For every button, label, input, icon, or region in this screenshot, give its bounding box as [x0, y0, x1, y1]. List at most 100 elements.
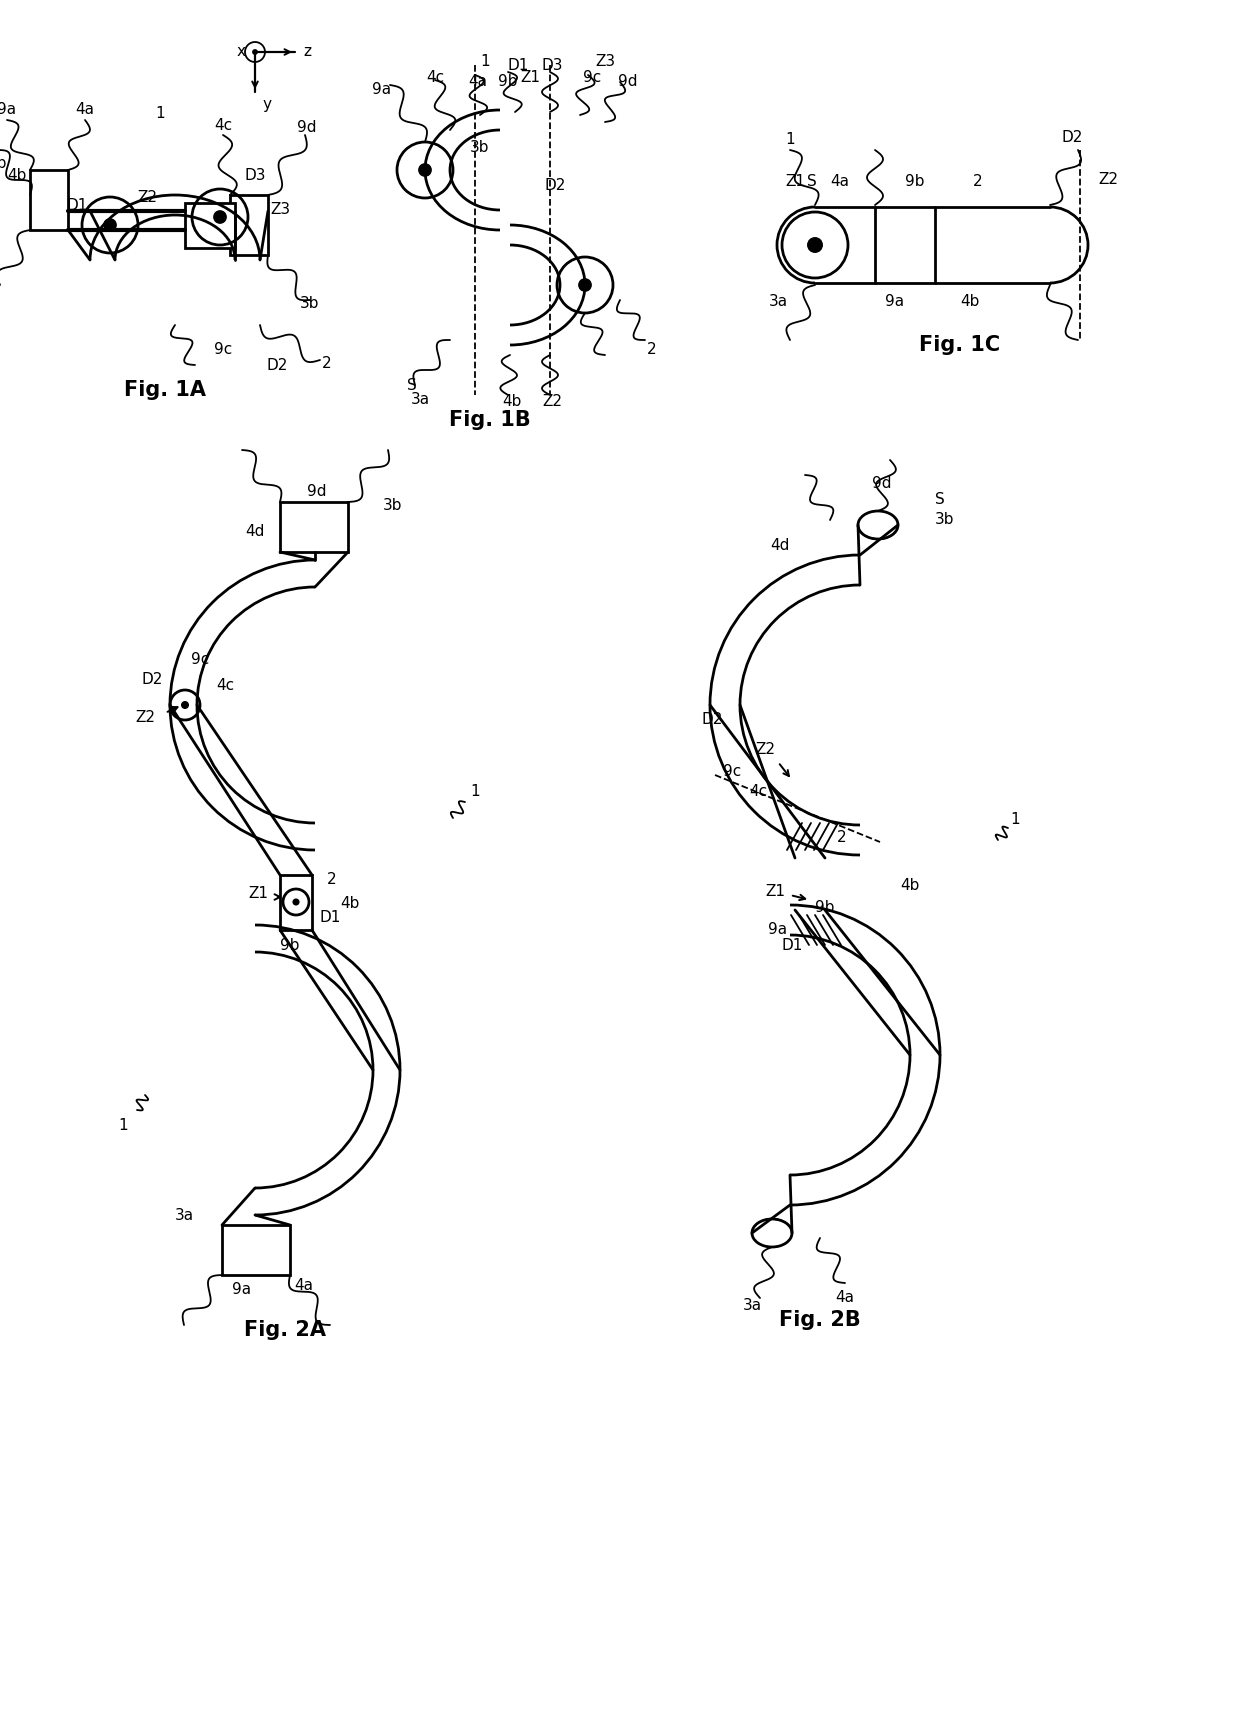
Text: 4a: 4a: [76, 102, 94, 118]
Text: 9b: 9b: [498, 74, 518, 90]
Text: 1: 1: [1011, 812, 1019, 828]
Text: D1: D1: [66, 197, 88, 213]
Text: Fig. 2B: Fig. 2B: [779, 1310, 861, 1331]
Text: 4b: 4b: [502, 394, 522, 410]
Text: 9c: 9c: [723, 764, 742, 779]
Text: Z1: Z1: [765, 885, 785, 900]
Bar: [280, 503, 348, 551]
Text: 4b: 4b: [340, 895, 360, 911]
Text: 3b: 3b: [470, 140, 490, 156]
Text: 9d: 9d: [298, 119, 316, 135]
Text: D2: D2: [544, 178, 565, 192]
Text: D2: D2: [267, 358, 288, 373]
Text: Fig. 1B: Fig. 1B: [449, 410, 531, 430]
Circle shape: [579, 278, 591, 290]
Text: D2: D2: [702, 712, 723, 727]
Text: 9a: 9a: [372, 83, 392, 97]
Text: 9a: 9a: [769, 923, 787, 938]
Text: Fig. 1A: Fig. 1A: [124, 380, 206, 399]
Text: 4a: 4a: [469, 74, 487, 90]
Circle shape: [807, 238, 822, 252]
Text: 9a: 9a: [885, 294, 904, 309]
Text: 4a: 4a: [836, 1291, 854, 1305]
Text: Z2: Z2: [135, 710, 155, 724]
Text: 9b: 9b: [905, 175, 925, 190]
Text: 9d: 9d: [872, 475, 892, 491]
Text: 9a: 9a: [0, 102, 16, 118]
Text: 9b: 9b: [0, 156, 6, 171]
Circle shape: [182, 702, 188, 708]
Circle shape: [213, 211, 226, 223]
Text: 9c: 9c: [583, 71, 601, 85]
Bar: [229, 195, 268, 256]
Text: S: S: [407, 377, 417, 392]
Text: 4c: 4c: [215, 118, 232, 133]
Text: 9a: 9a: [232, 1282, 252, 1298]
Text: z: z: [303, 45, 311, 59]
Text: S: S: [807, 175, 817, 190]
Text: Z1: Z1: [248, 885, 268, 900]
Text: 1: 1: [785, 133, 795, 147]
Bar: [222, 1225, 290, 1275]
Text: 3a: 3a: [175, 1208, 193, 1222]
Text: y: y: [263, 97, 272, 112]
Text: Z3: Z3: [595, 55, 615, 69]
Text: 2: 2: [973, 175, 983, 190]
Text: D2: D2: [1061, 131, 1083, 145]
Text: Z1: Z1: [785, 175, 805, 190]
Circle shape: [293, 899, 299, 905]
Text: 1: 1: [480, 55, 490, 69]
Text: 2: 2: [322, 356, 332, 370]
Text: 9b: 9b: [815, 900, 835, 916]
Text: 4c: 4c: [425, 71, 444, 85]
Text: D1: D1: [781, 938, 802, 952]
Text: 9d: 9d: [308, 484, 327, 499]
Text: Z1: Z1: [520, 71, 539, 85]
Text: 4a: 4a: [295, 1277, 314, 1293]
Text: Z3: Z3: [270, 202, 290, 218]
Text: x: x: [237, 45, 246, 59]
Bar: [30, 169, 68, 230]
Text: 1: 1: [118, 1118, 128, 1132]
Bar: [280, 874, 312, 930]
Text: 3a: 3a: [769, 294, 787, 309]
Text: 4c: 4c: [749, 785, 768, 800]
Circle shape: [104, 219, 117, 232]
Circle shape: [253, 50, 257, 54]
Text: 9c: 9c: [191, 653, 210, 667]
Text: 4b: 4b: [900, 878, 920, 892]
Text: 3b: 3b: [383, 498, 403, 513]
Text: 9d: 9d: [619, 74, 637, 90]
Bar: [185, 202, 236, 249]
Text: Z2: Z2: [1097, 173, 1118, 188]
Text: Fig. 2A: Fig. 2A: [244, 1320, 326, 1339]
Circle shape: [419, 164, 432, 176]
Text: 1: 1: [155, 105, 165, 121]
Text: 3a: 3a: [410, 392, 429, 408]
Text: 3a: 3a: [743, 1298, 761, 1313]
Text: Z2: Z2: [136, 190, 157, 204]
Text: 2: 2: [647, 342, 657, 358]
Text: D2: D2: [141, 672, 162, 688]
Text: 4a: 4a: [831, 175, 849, 190]
Text: 4b: 4b: [960, 294, 980, 309]
Text: D1: D1: [507, 57, 528, 73]
Text: 2: 2: [837, 831, 847, 845]
Text: Z2: Z2: [542, 394, 562, 410]
Text: 3b: 3b: [300, 295, 320, 311]
Text: Fig. 1C: Fig. 1C: [919, 335, 1001, 354]
Text: 9b: 9b: [280, 938, 300, 952]
Text: 4b: 4b: [7, 168, 27, 183]
Text: D3: D3: [541, 57, 563, 73]
Text: 3b: 3b: [935, 513, 955, 527]
Text: 4c: 4c: [216, 677, 234, 693]
Text: D1: D1: [320, 909, 341, 924]
Text: D3: D3: [244, 168, 265, 183]
Text: 4d: 4d: [246, 525, 264, 539]
Text: 2: 2: [327, 873, 337, 888]
Text: 1: 1: [470, 785, 480, 800]
Text: 4d: 4d: [770, 537, 790, 553]
Text: Z2: Z2: [755, 743, 775, 757]
Text: S: S: [935, 492, 945, 508]
Text: 9c: 9c: [213, 342, 232, 358]
